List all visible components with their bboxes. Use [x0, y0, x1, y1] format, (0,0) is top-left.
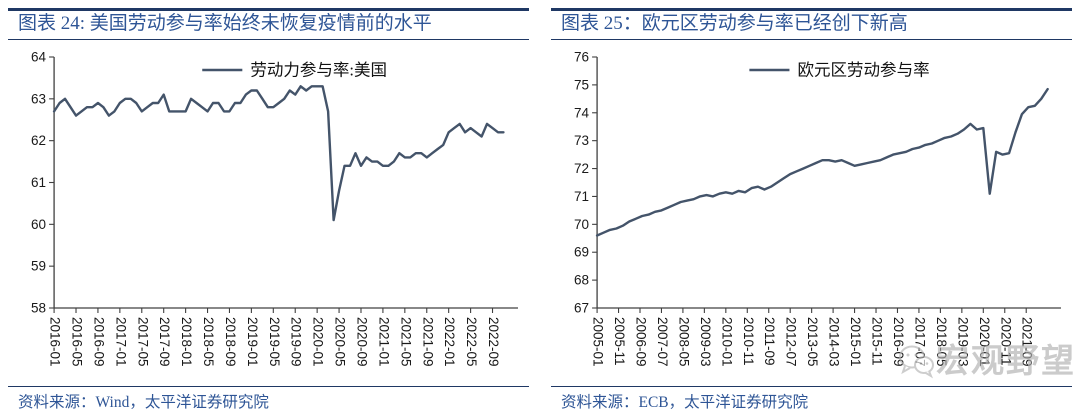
svg-text:2021-09: 2021-09	[1020, 317, 1035, 366]
svg-text:61: 61	[31, 175, 46, 190]
svg-text:64: 64	[31, 50, 47, 65]
euro-lfpr-chart-box: 67 68 69 70 71 72 73 74 75 76 2005-01 2005-11 2006-0…	[551, 40, 1072, 386]
svg-text:58: 58	[31, 301, 46, 316]
svg-text:2016-01: 2016-01	[48, 317, 63, 366]
svg-text:2015-11: 2015-11	[870, 317, 885, 366]
svg-text:2007-07: 2007-07	[655, 317, 670, 366]
svg-text:2009-03: 2009-03	[698, 317, 713, 366]
us-lfpr-chart-box: 58 59 60 61 62 63 64 2016-01 2016-05 2016-09 2017-…	[8, 40, 529, 386]
svg-text:69: 69	[574, 245, 589, 260]
svg-text:2021-09: 2021-09	[420, 317, 435, 366]
svg-text:2017-07: 2017-07	[912, 317, 927, 366]
svg-text:63: 63	[31, 91, 46, 106]
svg-text:2020-11: 2020-11	[998, 317, 1013, 366]
svg-text:2005-01: 2005-01	[591, 317, 606, 366]
svg-text:62: 62	[31, 133, 46, 148]
svg-text:59: 59	[31, 259, 46, 274]
svg-text:2018-05: 2018-05	[934, 317, 949, 366]
svg-text:欧元区劳动参与率: 欧元区劳动参与率	[797, 61, 929, 80]
svg-text:71: 71	[574, 189, 589, 204]
euro-lfpr-line-chart: 67 68 69 70 71 72 73 74 75 76 2005-01 2005-11 2006-0…	[574, 50, 1061, 366]
svg-text:74: 74	[574, 105, 590, 120]
svg-text:2020-01: 2020-01	[311, 317, 326, 366]
svg-text:76: 76	[574, 50, 589, 65]
svg-text:2017-09: 2017-09	[157, 317, 172, 366]
svg-text:2018-09: 2018-09	[223, 317, 238, 366]
panel-us-labor-participation: 图表 24: 美国劳动参与率始终未恢复疫情前的水平 58 59 60 61 62 63 64…	[8, 8, 529, 417]
svg-text:2020-05: 2020-05	[333, 317, 348, 366]
svg-text:2005-11: 2005-11	[612, 317, 627, 366]
svg-text:2016-09: 2016-09	[891, 317, 906, 366]
svg-text:2015-01: 2015-01	[848, 317, 863, 366]
svg-text:2019-01: 2019-01	[245, 317, 260, 366]
svg-text:2017-05: 2017-05	[135, 317, 150, 366]
svg-text:2014-03: 2014-03	[827, 317, 842, 366]
svg-text:2016-09: 2016-09	[91, 317, 106, 366]
svg-text:2021-05: 2021-05	[398, 317, 413, 366]
svg-text:2008-05: 2008-05	[676, 317, 691, 366]
svg-text:2020-01: 2020-01	[977, 317, 992, 366]
us-lfpr-line-chart: 58 59 60 61 62 63 64 2016-01 2016-05 2016-09 2017-…	[31, 50, 518, 366]
figure-25-title: 图表 25：欧元区劳动参与率已经创下新高	[551, 11, 1072, 40]
svg-text:2006-09: 2006-09	[633, 317, 648, 366]
svg-text:2010-01: 2010-01	[719, 317, 734, 366]
svg-text:2016-05: 2016-05	[70, 317, 85, 366]
svg-text:70: 70	[574, 217, 589, 232]
svg-text:2019-05: 2019-05	[267, 317, 282, 366]
svg-text:2011-09: 2011-09	[762, 317, 777, 366]
svg-text:2013-05: 2013-05	[805, 317, 820, 366]
svg-text:60: 60	[31, 217, 46, 232]
svg-text:2022-01: 2022-01	[442, 317, 457, 366]
svg-text:2020-09: 2020-09	[354, 317, 369, 366]
panel-euro-labor-participation: 图表 25：欧元区劳动参与率已经创下新高 67 68 69 70 71 72 73 74 75 7…	[551, 8, 1072, 417]
svg-text:2017-01: 2017-01	[113, 317, 128, 366]
svg-text:68: 68	[574, 273, 589, 288]
figure-24-title: 图表 24: 美国劳动参与率始终未恢复疫情前的水平	[8, 11, 529, 40]
svg-text:67: 67	[574, 301, 589, 316]
figure-24-source: 资料来源：Wind，太平洋证券研究院	[8, 386, 529, 412]
svg-text:2021-01: 2021-01	[376, 317, 391, 366]
svg-text:72: 72	[574, 161, 589, 176]
svg-text:劳动力参与率:美国: 劳动力参与率:美国	[250, 61, 387, 80]
svg-text:2022-09: 2022-09	[486, 317, 501, 366]
svg-text:2019-03: 2019-03	[955, 317, 970, 366]
svg-text:73: 73	[574, 133, 589, 148]
svg-text:2022-05: 2022-05	[464, 317, 479, 366]
svg-text:2019-09: 2019-09	[289, 317, 304, 366]
figure-25-source: 资料来源：ECB，太平洋证券研究院	[551, 386, 1072, 412]
svg-text:2018-05: 2018-05	[201, 317, 216, 366]
svg-text:2010-11: 2010-11	[741, 317, 756, 366]
svg-text:75: 75	[574, 77, 589, 92]
svg-text:2012-07: 2012-07	[784, 317, 799, 366]
svg-text:2018-01: 2018-01	[179, 317, 194, 366]
